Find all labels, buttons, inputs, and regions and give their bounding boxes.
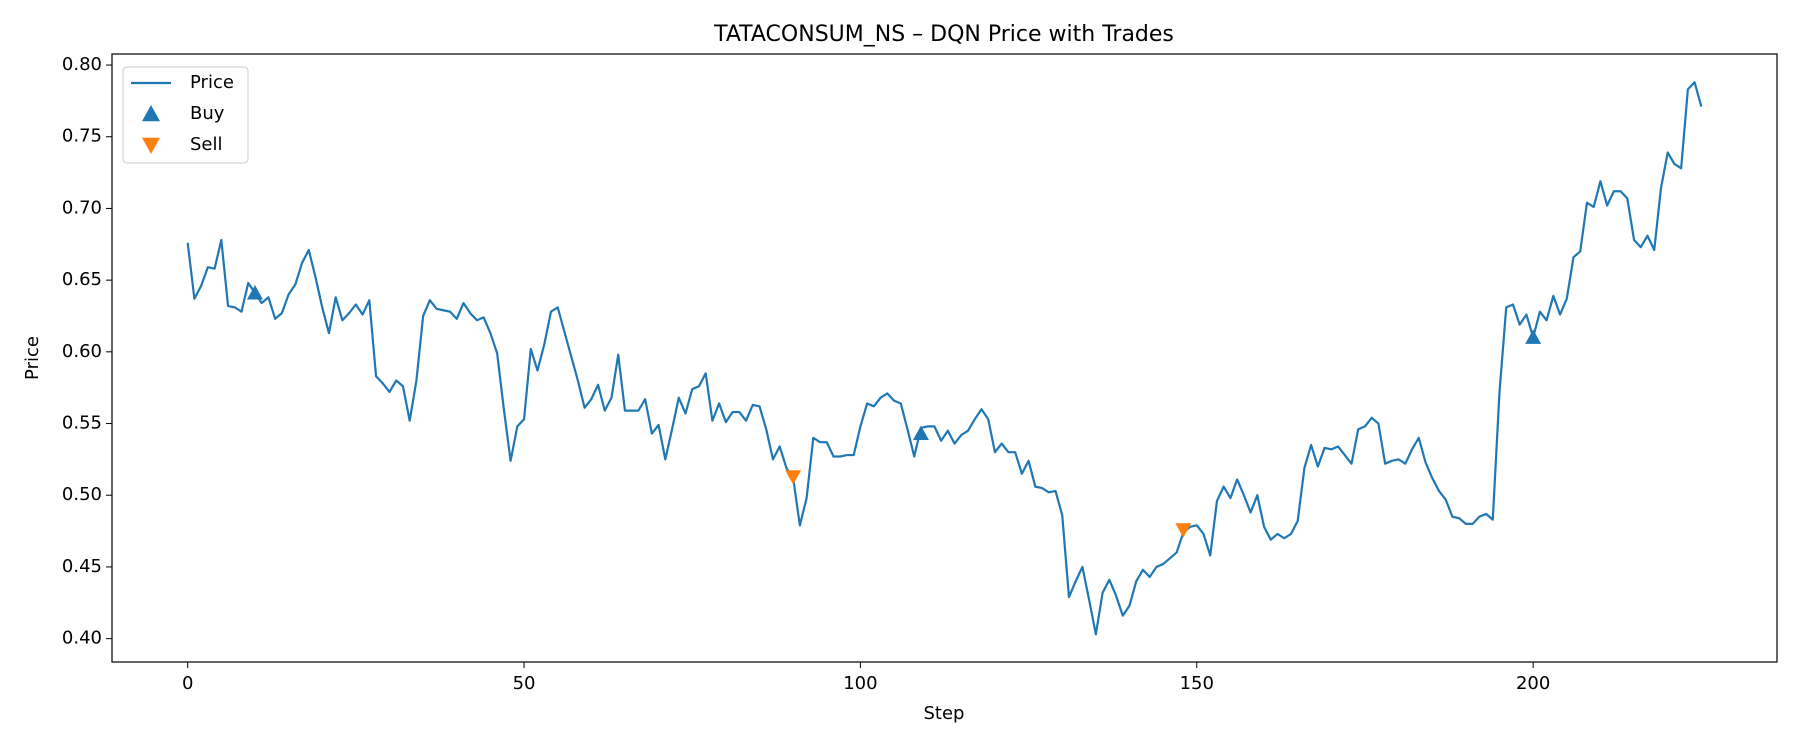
legend-label: Buy [190, 103, 225, 124]
y-tick-label: 0.55 [62, 413, 102, 434]
legend-label: Price [190, 72, 234, 93]
y-tick-label: 0.50 [62, 484, 102, 505]
chart-title: TATACONSUM_NS – DQN Price with Trades [713, 22, 1174, 47]
x-tick-label: 50 [513, 673, 536, 694]
trade-marker [246, 285, 263, 300]
x-tick-label: 200 [1516, 673, 1550, 694]
plot-frame [111, 53, 1778, 663]
y-tick-label: 0.45 [62, 556, 102, 577]
price-line [186, 81, 1703, 636]
y-tick-label: 0.75 [62, 126, 102, 147]
x-axis-label: Step [924, 703, 965, 724]
legend-marker [142, 137, 160, 154]
trade-marker [1525, 329, 1542, 344]
legend-label: Sell [190, 134, 223, 155]
x-tick-label: 100 [843, 673, 877, 694]
trade-marker [1175, 523, 1192, 538]
y-tick-label: 0.60 [62, 341, 102, 362]
x-tick-label: 150 [1180, 673, 1214, 694]
y-axis-label: Price [22, 336, 43, 380]
y-tick-label: 0.80 [62, 54, 102, 75]
trade-marker [785, 470, 802, 485]
x-tick-label: 0 [182, 673, 193, 694]
y-tick-label: 0.65 [62, 269, 102, 290]
y-tick-label: 0.40 [62, 628, 102, 649]
trade-marker [912, 425, 929, 440]
y-tick-label: 0.70 [62, 197, 102, 218]
legend-marker [142, 105, 160, 122]
